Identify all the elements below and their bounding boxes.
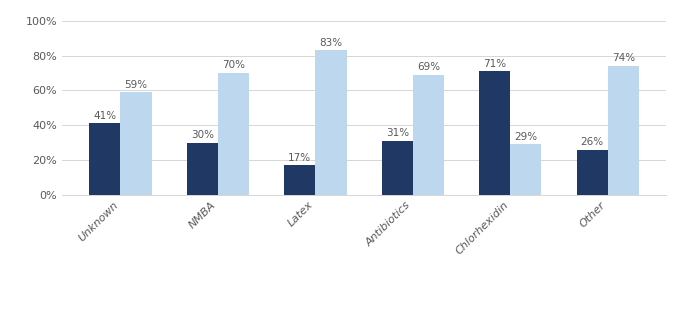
Text: 59%: 59% <box>124 79 148 89</box>
Bar <box>510 144 541 195</box>
Bar <box>479 71 510 195</box>
Text: 71%: 71% <box>483 59 506 69</box>
Bar <box>315 51 346 195</box>
Text: 69%: 69% <box>417 62 440 72</box>
Bar <box>89 123 120 195</box>
Text: 31%: 31% <box>385 128 409 138</box>
Bar <box>413 75 444 195</box>
Text: 30%: 30% <box>191 130 214 140</box>
Text: 41%: 41% <box>93 111 117 121</box>
Bar <box>187 143 218 195</box>
Text: 26%: 26% <box>581 137 604 147</box>
Text: 83%: 83% <box>319 38 343 48</box>
Bar <box>218 73 249 195</box>
Bar <box>284 165 315 195</box>
Legend: Male, Female: Male, Female <box>305 311 423 314</box>
Text: 70%: 70% <box>222 60 245 70</box>
Text: 17%: 17% <box>289 153 311 163</box>
Bar <box>120 92 152 195</box>
Bar <box>576 149 608 195</box>
Text: 74%: 74% <box>611 53 635 63</box>
Text: 29%: 29% <box>515 132 537 142</box>
Bar <box>382 141 413 195</box>
Bar <box>608 66 639 195</box>
